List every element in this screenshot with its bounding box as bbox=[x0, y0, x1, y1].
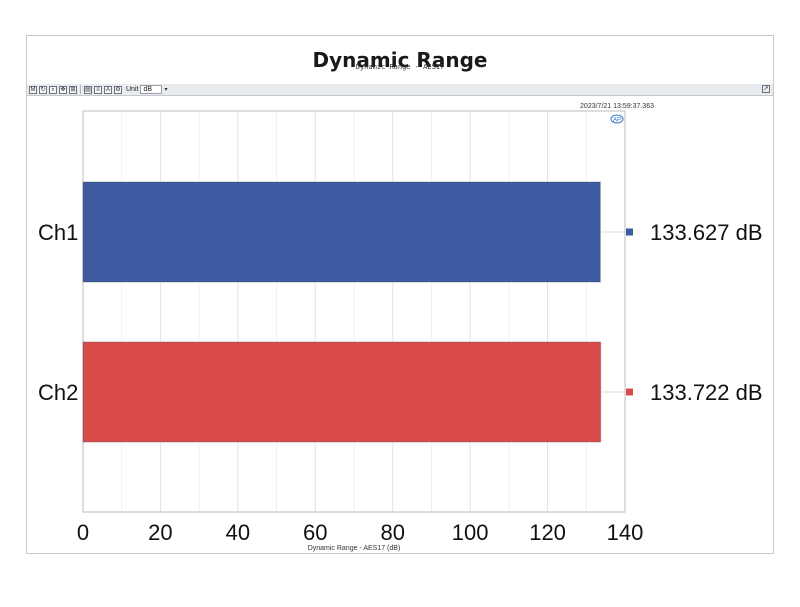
x-axis-title: Dynamic Range - AES17 (dB) bbox=[308, 545, 401, 552]
plot-frame bbox=[82, 110, 626, 513]
legend-swatch bbox=[626, 228, 633, 236]
chart-timestamp: 2023/7/21 13:59:37.363 bbox=[580, 103, 654, 110]
panel-title: Dynamic Range bbox=[312, 48, 488, 72]
x-tick-label: 60 bbox=[303, 520, 327, 545]
chart-panel: Dynamic Range M ↻ ⌕ ✥ ⊞ ▤ ≡ A ⚙ Unit dB … bbox=[26, 35, 774, 554]
grid-layer bbox=[82, 111, 626, 512]
zoom-icon[interactable]: ⌕ bbox=[49, 85, 57, 94]
fullscreen-icon[interactable]: ⊞ bbox=[69, 85, 77, 94]
x-tick-label: 0 bbox=[77, 520, 89, 545]
toolbar-separator bbox=[80, 85, 81, 94]
x-tick-label: 40 bbox=[226, 520, 250, 545]
marker-tool-icon[interactable]: M bbox=[29, 85, 37, 94]
bar-ch1 bbox=[82, 181, 601, 283]
value-label: 133.627 dB bbox=[650, 220, 763, 245]
bar-ch2 bbox=[82, 341, 602, 443]
svg-text:AP: AP bbox=[613, 118, 621, 124]
value-label: 133.722 dB bbox=[650, 380, 763, 405]
category-label: Ch2 bbox=[38, 380, 78, 405]
fit-icon[interactable]: ✥ bbox=[59, 85, 67, 94]
text-icon[interactable]: A bbox=[104, 85, 112, 94]
x-tick-label: 20 bbox=[148, 520, 172, 545]
unit-select[interactable]: dB bbox=[140, 85, 163, 94]
category-label: Ch1 bbox=[38, 220, 78, 245]
ap-logo-icon: AP bbox=[610, 114, 624, 124]
labels-layer: Ch1 133.627 dB Ch2 133.722 dB bbox=[38, 220, 763, 405]
table-icon[interactable]: ▤ bbox=[84, 85, 92, 94]
x-tick-label: 140 bbox=[607, 520, 644, 545]
list-icon[interactable]: ≡ bbox=[94, 85, 102, 94]
x-tick-label: 120 bbox=[529, 520, 566, 545]
popout-icon[interactable]: ↗ bbox=[762, 85, 770, 93]
chevron-down-icon[interactable]: ▾ bbox=[164, 87, 168, 93]
settings-icon[interactable]: ⚙ bbox=[114, 85, 122, 94]
x-tick-label: 80 bbox=[380, 520, 404, 545]
x-tick-label: 100 bbox=[452, 520, 489, 545]
ticks-layer: 0 20 40 60 80 100 120 140 bbox=[77, 520, 643, 545]
chart-title: Dynamic Range - AES17 bbox=[355, 63, 445, 71]
bars-layer bbox=[82, 181, 602, 443]
refresh-icon[interactable]: ↻ bbox=[39, 85, 47, 94]
unit-label: Unit bbox=[126, 86, 139, 93]
legend-swatch bbox=[626, 388, 633, 396]
chart-toolbar: M ↻ ⌕ ✥ ⊞ ▤ ≡ A ⚙ Unit dB ▾ ↗ bbox=[27, 84, 773, 96]
